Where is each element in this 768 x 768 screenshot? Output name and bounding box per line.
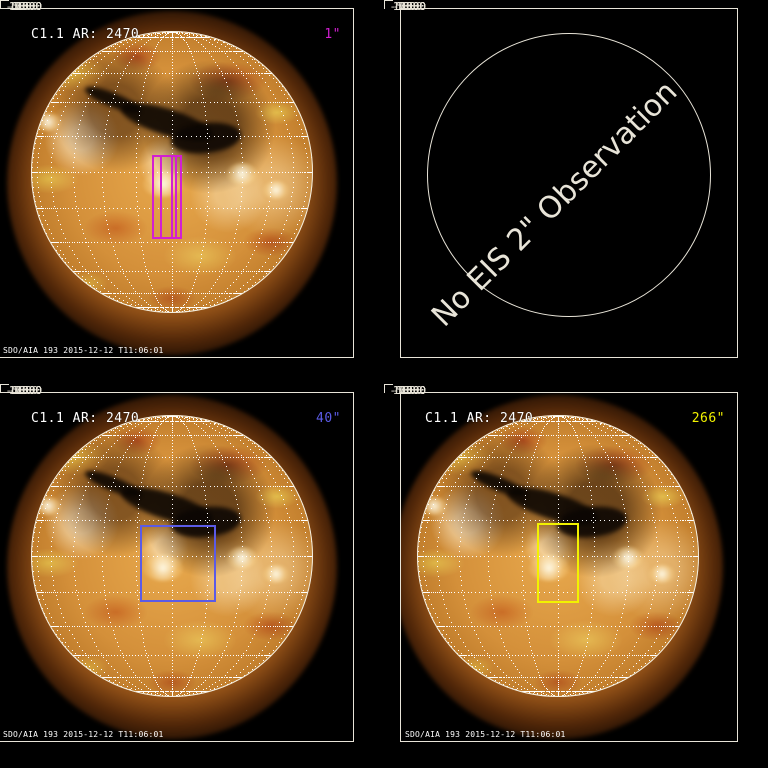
plot-frame-slit-266: C1.1 AR: 2470 266" SDO/AIA 193 2015-12-1…	[400, 392, 738, 742]
slit-label-40: 40"	[316, 411, 341, 426]
plot-frame-slit-1: C1.1 AR: 2470 1" SDO/AIA 193 2015-12-12 …	[0, 8, 354, 358]
slit-line	[175, 157, 177, 237]
axis-tick-major	[384, 0, 393, 1]
x-tick-label: -1000	[384, 384, 428, 397]
y-tick-label: -1000	[0, 384, 42, 397]
y-tick-label: -500	[384, 384, 427, 397]
instrument-timestamp: SDO/AIA 193 2015-12-12 T11:06:01	[405, 730, 566, 739]
plot-frame-eis-2: No EIS 2" Observation	[400, 8, 738, 358]
y-tick-label: -500	[384, 0, 427, 13]
x-tick-label: 0	[0, 0, 44, 13]
instrument-timestamp: SDO/AIA 193 2015-12-12 T11:06:01	[3, 346, 164, 355]
y-tick-label: 1000	[0, 384, 43, 397]
x-tick-label: 1000	[0, 384, 44, 397]
y-tick-label: -500	[0, 384, 43, 397]
slit-label-266: 266"	[692, 411, 725, 426]
solar-image-slit-266	[401, 393, 737, 741]
solar-image-slit-40	[0, 393, 353, 741]
x-tick-label: 500	[384, 0, 428, 13]
x-tick-label: 0	[0, 384, 44, 397]
x-tick-label: -1000	[0, 0, 44, 13]
panel-slit-266[interactable]: C1.1 AR: 2470 266" SDO/AIA 193 2015-12-1…	[384, 384, 768, 768]
y-tick-label: 0	[0, 0, 42, 13]
y-tick-label: 500	[384, 384, 426, 397]
axis-tick-major	[0, 0, 9, 1]
axis-tick-major	[384, 384, 385, 393]
y-tick-label: 0	[0, 384, 42, 397]
y-tick-label: 1000	[0, 0, 43, 13]
axis-tick-major	[384, 384, 393, 385]
x-tick-label: 1000	[384, 384, 428, 397]
fov-slit-40[interactable]	[140, 525, 216, 602]
panel-slit-1[interactable]: C1.1 AR: 2470 1" SDO/AIA 193 2015-12-12 …	[0, 0, 384, 384]
x-tick-label: 500	[384, 384, 428, 397]
fov-slit-1[interactable]	[152, 155, 182, 239]
x-tick-label: 1000	[384, 0, 428, 13]
fov-slit-266[interactable]	[537, 523, 579, 603]
y-tick-label: 1000	[384, 0, 427, 13]
y-tick-label: -500	[0, 0, 43, 13]
y-tick-label: 0	[384, 0, 426, 13]
y-tick-label: 500	[384, 0, 426, 13]
y-tick-label: -1000	[384, 0, 426, 13]
x-tick-label: 0	[384, 0, 428, 13]
x-tick-label: 1000	[0, 0, 44, 13]
axis-tick-major	[0, 0, 1, 9]
x-tick-label: -500	[384, 384, 428, 397]
x-tick-label: 500	[0, 384, 44, 397]
axis-tick-major	[0, 384, 9, 385]
axis-tick-major	[0, 384, 1, 393]
x-tick-label: -500	[384, 0, 428, 13]
x-tick-label: -500	[0, 0, 44, 13]
panel-header-slit-1: C1.1 AR: 2470	[31, 27, 139, 42]
plot-frame-slit-40: C1.1 AR: 2470 40" SDO/AIA 193 2015-12-12…	[0, 392, 354, 742]
y-tick-label: 1000	[384, 384, 427, 397]
panel-header-slit-266: C1.1 AR: 2470	[425, 411, 533, 426]
slit-line	[160, 157, 162, 237]
panel-slit-40[interactable]: C1.1 AR: 2470 40" SDO/AIA 193 2015-12-12…	[0, 384, 384, 768]
x-tick-label: -1000	[0, 384, 44, 397]
y-tick-label: 500	[0, 384, 42, 397]
y-tick-label: -1000	[384, 384, 426, 397]
axis-tick-major	[384, 0, 385, 9]
x-tick-label: 500	[0, 0, 44, 13]
panel-header-slit-40: C1.1 AR: 2470	[31, 411, 139, 426]
instrument-timestamp: SDO/AIA 193 2015-12-12 T11:06:01	[3, 730, 164, 739]
heliographic-grid-sphere	[427, 33, 711, 317]
x-tick-label: -500	[0, 384, 44, 397]
y-tick-label: 500	[0, 0, 42, 13]
slit-label-1: 1"	[324, 27, 341, 42]
y-tick-label: 0	[384, 384, 426, 397]
x-tick-label: -1000	[384, 0, 428, 13]
y-tick-label: -1000	[0, 0, 42, 13]
slit-line	[171, 157, 173, 237]
panel-eis-2[interactable]: No EIS 2" Observation -1000 -500 0 500 1000 1…	[384, 0, 768, 384]
x-tick-label: 0	[384, 384, 428, 397]
